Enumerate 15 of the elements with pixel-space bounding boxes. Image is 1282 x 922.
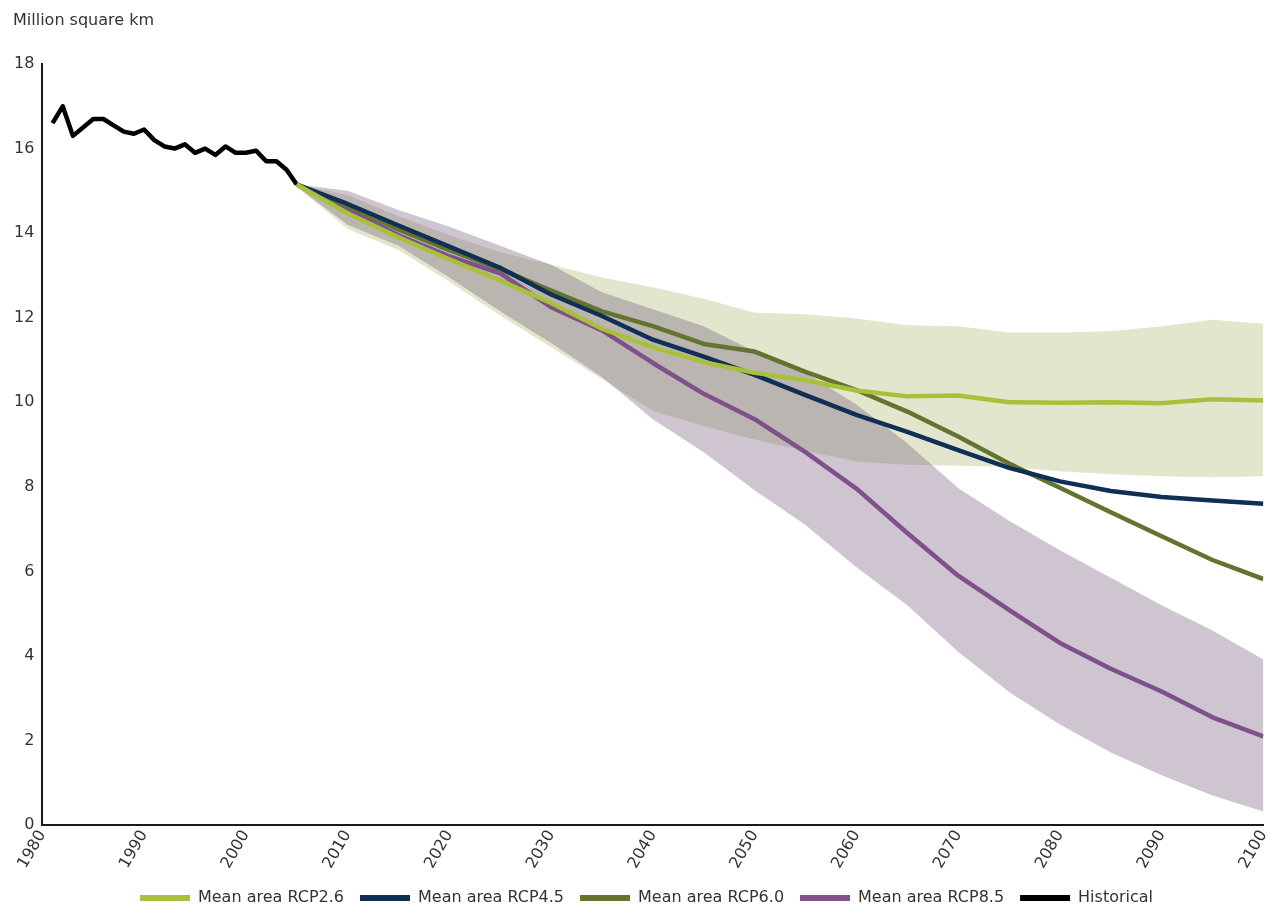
legend-label: Mean area RCP8.5 [858,887,1005,907]
y-tick-label: 4 [24,645,35,665]
y-tick-label: 12 [14,306,35,326]
y-tick-label: 14 [14,222,35,242]
y-tick-label: 16 [14,137,35,157]
y-tick-label: 2 [24,729,35,749]
legend-label: Mean area RCP6.0 [638,887,785,907]
y-axis-title: Million square km [13,10,155,29]
y-tick-label: 8 [24,476,35,496]
legend-label: Mean area RCP2.6 [197,887,344,907]
legend-label: Historical [1078,887,1154,907]
y-tick-label: 10 [14,391,35,411]
y-tick-label: 6 [24,560,35,580]
legend-label: Mean area RCP4.5 [418,887,565,907]
y-tick-label: 18 [14,53,35,73]
